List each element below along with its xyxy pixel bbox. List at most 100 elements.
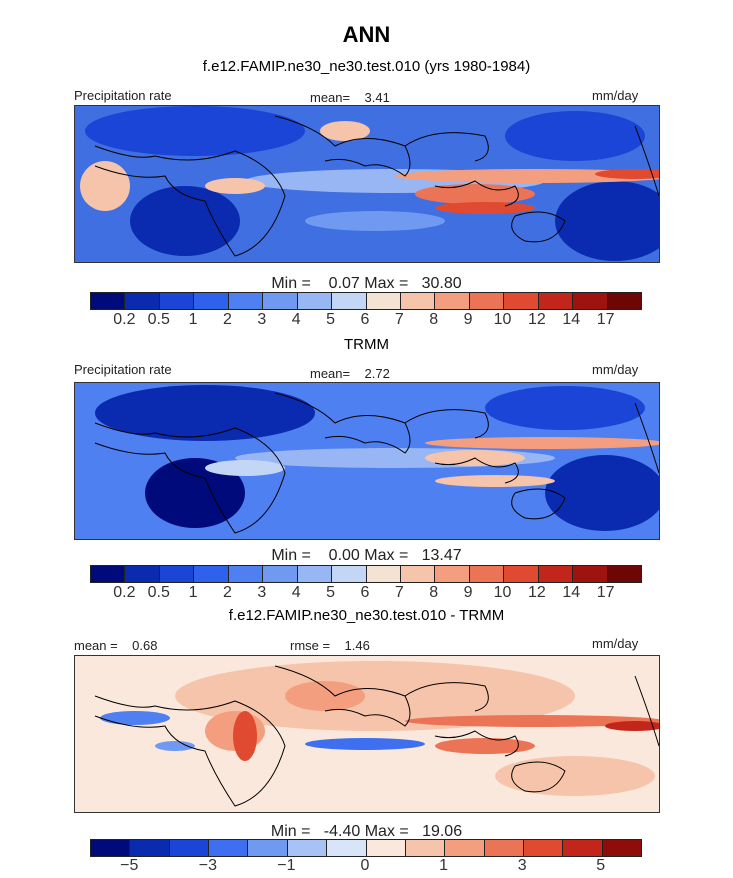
colorbar-tick-label: 7 [394,311,404,328]
colorbar-swatch [366,293,401,309]
colorbar-tick-label: 10 [493,311,512,328]
colorbar-tick-label: −1 [277,857,296,874]
colorbar-tick-label: 10 [493,584,512,601]
panel-1-heading: f.e12.FAMIP.ne30_ne30.test.010 (yrs 1980… [202,58,531,75]
panel-3-field [75,656,659,812]
panel-2-colorbar [90,565,642,583]
colorbar-tick-label: 17 [596,584,615,601]
colorbar-swatch [504,566,539,582]
colorbar-tick-label: 14 [562,584,581,601]
colorbar-swatch [91,293,126,309]
panel-2-minmax: Min = 0.00 Max = 13.47 [271,547,462,564]
colorbar-swatch [602,840,642,856]
colorbar-swatch [445,840,485,856]
panel-1-units-label: mm/day [592,88,639,103]
colorbar-tick-label: 4 [291,311,301,328]
colorbar-tick-label: 12 [527,584,546,601]
colorbar-swatch [297,566,333,582]
panel-2-mean-label: mean= 2.72 [310,366,390,381]
colorbar-tick-label: 5 [326,311,336,328]
colorbar-swatch [573,293,608,309]
colorbar-swatch [469,293,505,309]
panel-1-colorbar-labels: 0.2 0.5 1 2 3 4 5 6 7 8 9 10 12 14 17 [90,311,640,329]
panel-2-left-label: Precipitation rate [74,362,172,377]
colorbar-swatch [607,293,641,309]
colorbar-tick-label: 6 [360,584,370,601]
panel-3-rmse-label: rmse = 1.46 [290,638,370,653]
panel-2-units-label: mm/day [592,362,639,377]
colorbar-tick-label: 2 [223,311,232,328]
colorbar-tick-label: 1 [439,857,449,874]
panel-1-mean-label: mean= 3.41 [310,90,390,105]
colorbar-swatch [287,840,328,856]
colorbar-swatch [248,840,288,856]
colorbar-tick-label: 9 [463,584,473,601]
colorbar-tick-label: 9 [463,311,473,328]
colorbar-tick-label: 3 [257,584,267,601]
page-title: ANN [342,22,391,47]
colorbar-swatch [523,840,564,856]
panel-3-minmax: Min = -4.40 Max = 19.06 [270,823,463,840]
colorbar-tick-label: −5 [120,857,139,874]
colorbar-swatch [159,566,195,582]
colorbar-swatch [435,293,470,309]
colorbar-tick-label: 6 [360,311,370,328]
colorbar-swatch [194,293,229,309]
colorbar-swatch [130,840,170,856]
colorbar-tick-label: 2 [223,584,232,601]
colorbar-tick-label: 1 [188,584,198,601]
colorbar-swatch [400,566,436,582]
panel-1-left-label: Precipitation rate [74,88,172,103]
colorbar-tick-label: 7 [394,584,404,601]
colorbar-swatch [504,293,539,309]
colorbar-swatch [194,566,229,582]
panel-3-colorbar [90,839,642,857]
colorbar-swatch [125,566,160,582]
colorbar-tick-label: 0.5 [147,584,170,601]
colorbar-swatch [263,293,298,309]
colorbar-swatch [332,293,367,309]
panel-1-field [75,106,659,262]
colorbar-swatch [400,293,436,309]
colorbar-swatch [435,566,470,582]
panel-3-units-label: mm/day [592,636,639,651]
colorbar-swatch [209,840,249,856]
panel-3-colorbar-labels: −5 −3 −1 0 1 3 5 [90,857,640,875]
colorbar-tick-label: 4 [291,584,301,601]
colorbar-swatch [125,293,160,309]
colorbar-swatch [263,566,298,582]
panel-1-map [74,105,660,263]
colorbar-tick-label: 3 [257,311,267,328]
colorbar-swatch [469,566,505,582]
panel-3-map [74,655,660,813]
panel-2-coastlines [94,392,659,534]
colorbar-swatch [91,840,131,856]
colorbar-tick-label: 3 [517,857,527,874]
panel-3-heading: f.e12.FAMIP.ne30_ne30.test.010 - TRMM [228,607,505,624]
colorbar-swatch [366,840,406,856]
colorbar-swatch [159,293,195,309]
panel-3-mean-label: mean = 0.68 [74,638,158,653]
colorbar-swatch [228,566,264,582]
panel-1-coastlines [94,115,659,257]
colorbar-tick-label: 0.2 [113,584,136,601]
colorbar-swatch [607,566,641,582]
colorbar-tick-label: 0 [360,857,370,874]
colorbar-tick-label: 17 [596,311,615,328]
colorbar-swatch [538,566,574,582]
colorbar-tick-label: −3 [198,857,217,874]
panel-3-coastlines [94,665,659,807]
colorbar-swatch [563,840,603,856]
colorbar-tick-label: 5 [596,857,606,874]
colorbar-tick-label: 8 [429,311,439,328]
panel-1-colorbar [90,292,642,310]
colorbar-swatch [91,566,126,582]
colorbar-tick-label: 1 [188,311,198,328]
colorbar-tick-label: 12 [527,311,546,328]
colorbar-tick-label: 0.5 [147,311,170,328]
colorbar-tick-label: 5 [326,584,336,601]
colorbar-swatch [327,840,367,856]
panel-2-map [74,382,660,540]
colorbar-swatch [297,293,333,309]
colorbar-tick-label: 0.2 [113,311,136,328]
